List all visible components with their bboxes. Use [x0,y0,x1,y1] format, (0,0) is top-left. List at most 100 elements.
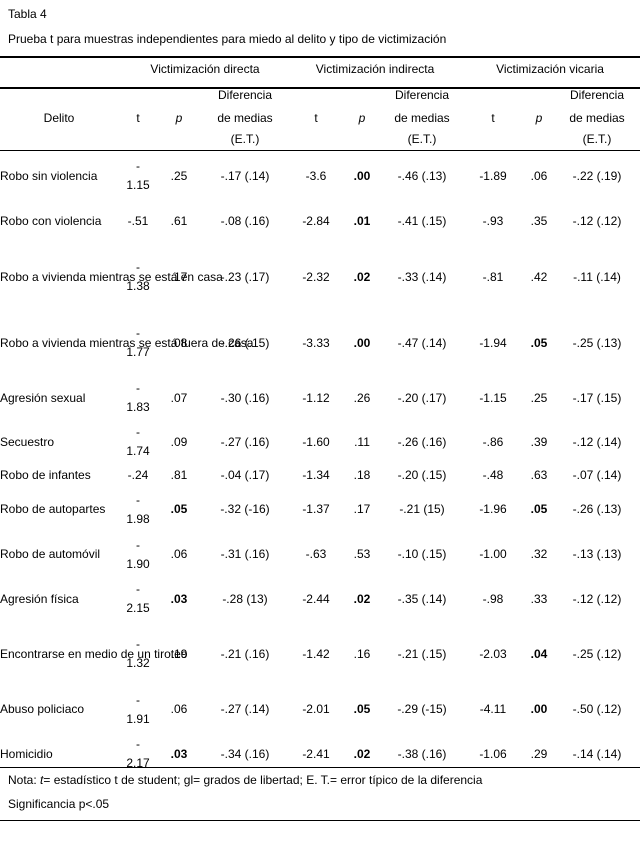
vicaria-p-cell: .33 [530,591,548,606]
vicaria-diff-cell: -.50 (.12) [572,702,622,716]
indirecta-diff-cell: -.35 (.14) [397,591,447,606]
col-header-p-indirecta: p [358,111,366,125]
directa-t-sign: - [136,326,140,340]
delito-cell: Robo de infantes [0,468,91,482]
directa-diff-cell: -.31 (.16) [220,547,270,561]
footer-rule [0,820,640,821]
directa-diff-cell: -.21 (.16) [220,646,270,661]
directa-t-value: 1.91 [126,711,150,726]
directa-t-value: 2.17 [126,756,150,770]
vicaria-t-cell: -.93 [482,214,504,228]
col-header-t-vicaria: t [491,111,495,125]
delito-cell: Robo sin violencia [0,168,98,183]
directa-diff-cell: -.04 (.17) [220,468,270,482]
directa-p-cell: .07 [170,390,188,405]
directa-t-sign: - [136,425,140,439]
indirecta-t-cell: -2.32 [302,269,330,284]
delito-cell: Agresión sexual [0,390,86,405]
vicaria-p-cell: .35 [530,214,548,228]
directa-diff-cell: -.28 (13) [222,591,268,606]
directa-diff-cell: -.23 (.17) [220,269,270,284]
directa-t-value: 1.15 [126,178,150,192]
vicaria-p-cell: .05 [530,335,548,350]
col-header-diff-vicaria-l1: Diferencia [569,88,625,102]
vicaria-diff-cell: -.25 (.13) [572,335,622,350]
table-row: Homicidio - 2.17 .03 -.34 (.16) -2.41 .02 -.38 … [0,732,640,776]
vicaria-diff-cell: -.13 (.13) [572,547,622,561]
indirecta-t-cell: -1.60 [302,434,330,449]
indirecta-t-cell: -2.84 [302,214,330,228]
note-t-symbol: t [40,773,44,787]
indirecta-p-cell: .17 [353,502,371,516]
results-table: Robo sin violencia - 1.15 .25 -.17 (.14) -3.6… [0,153,640,776]
directa-t-value: 2.15 [126,601,150,615]
col-header-diff-indirecta-l2: de medias [394,111,450,125]
directa-t-sign: - [136,159,140,173]
table-row: Robo de infantes -.24 .81 -.04 (.17) -1.34 .1… [0,464,640,487]
directa-t-cell: - 1.98 [118,487,158,532]
indirecta-p-cell: .01 [353,214,371,228]
vicaria-t-cell: -1.96 [479,502,507,516]
table-row: Robo a vivienda mientras se está en casa… [0,244,640,310]
vicaria-diff-cell: -.11 (.14) [573,269,621,284]
col-header-p-vicaria: p [535,111,543,125]
directa-p-cell: .17 [170,269,188,284]
indirecta-diff-cell: -.47 (.14) [397,335,447,350]
vicaria-t-cell: -.48 [482,468,504,482]
table-row: Robo con violencia -.51 .61 -.08 (.16) -2.84… [0,199,640,244]
directa-diff-cell: -.17 (.14) [220,168,270,183]
table-note: Nota: t= estadístico t de student; gl= g… [8,772,482,788]
vicaria-t-cell: -2.03 [479,646,507,661]
vicaria-diff-cell: -.12 (.14) [572,434,622,449]
indirecta-t-cell: -3.33 [302,335,330,350]
indirecta-diff-cell: -.41 (.15) [397,214,447,228]
table-row: Robo a vivienda mientras se está fuera d… [0,310,640,376]
indirecta-t-cell: -2.44 [302,591,330,606]
directa-t-cell: - 2.17 [118,732,158,776]
directa-p-cell: .19 [170,646,188,661]
note-prefix: Nota: [8,773,41,787]
indirecta-p-cell: .26 [353,390,371,405]
table-row: Agresión física - 2.15 .03 -.28 (13) -2.44 .02… [0,577,640,621]
table-row: Encontrarse en medio de un tiroteo - 1.32.… [0,621,640,687]
indirecta-p-cell: .00 [353,335,371,350]
vicaria-diff-cell: -.12 (.12) [572,591,622,606]
directa-diff-cell: -.27 (.16) [220,434,270,449]
vicaria-p-cell: .06 [530,168,548,183]
directa-t-value: 1.32 [126,656,150,670]
directa-p-cell: .03 [170,591,188,606]
directa-diff-cell: -.27 (.14) [220,702,270,716]
col-header-diff-vicaria-l3: (E.T.) [582,132,612,146]
indirecta-diff-cell: -.26 (.16) [397,434,447,449]
delito-cell: Abuso policiaco [0,702,85,716]
indirecta-diff-cell: -.21 (.15) [397,646,447,661]
vicaria-diff-cell: -.14 (.14) [572,746,622,761]
indirecta-t-cell: -2.41 [302,746,330,761]
vicaria-diff-cell: -.25 (.12) [572,646,622,661]
table-row: Agresión sexual - 1.83 .07 -.30 (.16) -1.12 .2… [0,376,640,420]
directa-p-cell: .81 [170,468,188,482]
vicaria-t-cell: -1.00 [479,547,507,561]
top-rule [0,56,640,58]
col-header-diff-directa-l1: Diferencia [217,88,273,102]
group-header-vicaria: Victimización vicaria [496,62,604,76]
indirecta-t-cell: -3.6 [305,168,327,183]
vicaria-diff-cell: -.12 (.12) [572,214,622,228]
vicaria-p-cell: .04 [530,646,548,661]
indirecta-diff-cell: -.20 (.17) [397,390,447,405]
delito-cell: Robo de autopartes [0,502,106,516]
directa-t-sign: - [136,492,140,507]
directa-t-cell: - 1.38 [118,244,158,310]
indirecta-t-cell: -1.42 [302,646,330,661]
col-header-p-directa: p [175,111,183,125]
col-header-diff-directa-l2: de medias [217,111,273,125]
indirecta-p-cell: .02 [353,746,371,761]
bottom-rule [0,767,640,768]
directa-p-cell: .06 [170,702,188,716]
vicaria-p-cell: .29 [530,746,548,761]
directa-diff-cell: -.26 (.15) [220,335,270,350]
directa-t-cell: -.51 [127,214,149,228]
col-header-t-directa: t [136,111,140,125]
indirecta-p-cell: .16 [353,646,371,661]
significance-note: Significancia p<.05 [8,797,110,811]
